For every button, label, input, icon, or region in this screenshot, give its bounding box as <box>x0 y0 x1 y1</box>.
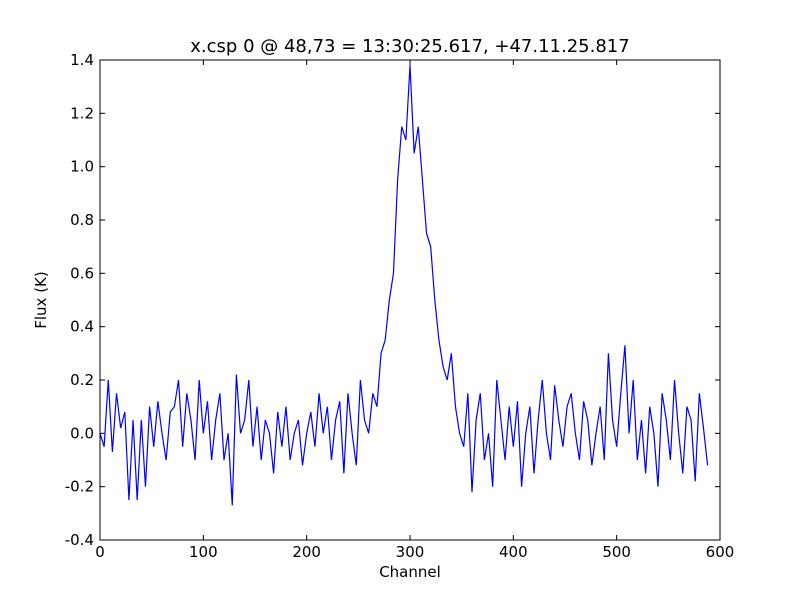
y-tick-label: 0.6 <box>70 264 94 282</box>
y-tick-label: -0.2 <box>65 478 94 496</box>
x-axis-label: Channel <box>379 563 441 581</box>
data-line <box>99 65 709 506</box>
y-axis-label: Flux (K) <box>32 271 50 329</box>
y-tick-label: 1.2 <box>70 104 94 122</box>
plot-frame <box>99 59 721 541</box>
x-tick-label: 0 <box>95 543 105 561</box>
x-tick-label: 500 <box>602 543 631 561</box>
y-tick-label: 1.4 <box>70 51 94 69</box>
x-tick-label: 300 <box>396 543 425 561</box>
y-tick-label: 0.2 <box>70 371 94 389</box>
x-tick-label: 200 <box>292 543 321 561</box>
y-tick-label: -0.4 <box>65 531 94 549</box>
x-tick-label: 100 <box>189 543 218 561</box>
y-tick-label: 1.0 <box>70 158 94 176</box>
y-tick-label: 0.0 <box>70 424 94 442</box>
y-tick-label: 0.4 <box>70 318 94 336</box>
x-tick-label: 600 <box>706 543 735 561</box>
y-tick-label: 0.8 <box>70 211 94 229</box>
chart-title: x.csp 0 @ 48,73 = 13:30:25.617, +47.11.2… <box>190 36 629 57</box>
x-tick-label: 400 <box>499 543 528 561</box>
